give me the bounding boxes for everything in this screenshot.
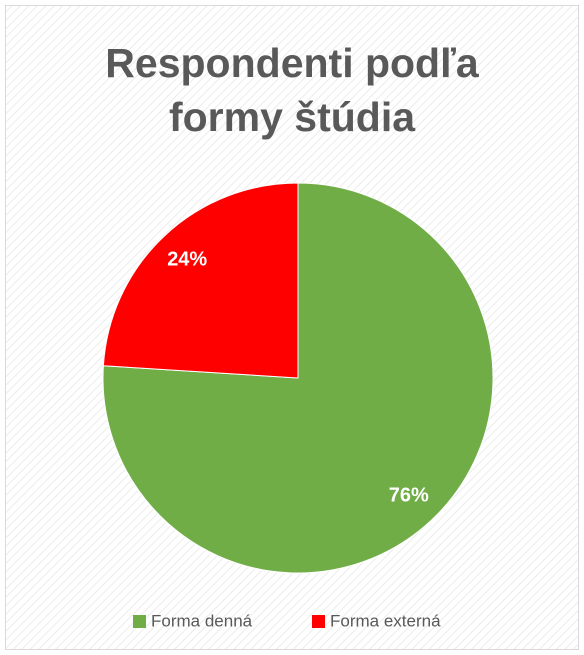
data-label: 76%: [389, 484, 429, 506]
legend-label: Forma externá: [330, 611, 441, 630]
legend-swatch: [312, 615, 325, 628]
data-label: 24%: [167, 248, 207, 270]
legend-label: Forma denná: [151, 611, 253, 630]
legend: Forma denná Forma externá: [133, 611, 441, 630]
pie-slice: [102, 182, 494, 574]
legend-swatch: [133, 615, 146, 628]
pie-slice: [102, 182, 299, 379]
chart-title: Respondenti podľa formy štúdia: [105, 40, 479, 140]
pie: 76% 24%: [102, 182, 494, 574]
